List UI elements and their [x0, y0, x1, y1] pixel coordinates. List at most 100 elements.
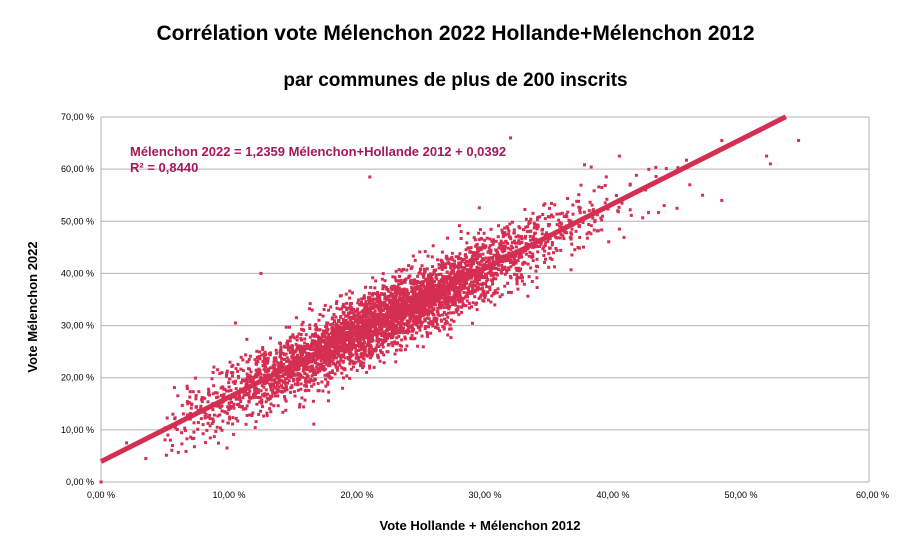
data-point	[347, 348, 351, 352]
data-point	[433, 268, 437, 272]
data-point	[578, 211, 582, 215]
data-point	[327, 308, 331, 312]
data-point	[475, 282, 479, 286]
data-point	[431, 301, 435, 305]
data-point	[309, 378, 313, 381]
data-point	[333, 372, 337, 376]
data-point	[298, 350, 302, 354]
data-point	[521, 262, 525, 266]
data-point	[368, 352, 372, 356]
data-point	[389, 291, 393, 295]
data-point	[458, 295, 462, 299]
data-point	[342, 376, 345, 380]
data-point	[444, 262, 448, 266]
data-point	[341, 360, 345, 364]
data-point	[270, 382, 274, 386]
data-point	[349, 347, 353, 351]
data-point	[376, 291, 380, 294]
data-point	[226, 421, 230, 425]
data-point	[568, 220, 572, 224]
data-point	[305, 373, 309, 377]
data-point	[337, 347, 341, 351]
data-point	[524, 217, 528, 221]
data-point	[433, 300, 437, 303]
data-point	[256, 356, 260, 360]
data-point	[288, 362, 292, 366]
data-point	[492, 291, 496, 295]
data-point	[300, 338, 303, 342]
data-point	[398, 320, 402, 324]
data-point	[499, 242, 503, 246]
data-point	[464, 286, 468, 290]
data-point	[382, 321, 386, 325]
data-point	[503, 265, 507, 269]
data-point	[500, 228, 504, 232]
data-point	[380, 338, 384, 342]
data-point	[437, 302, 441, 306]
data-point	[352, 317, 356, 321]
data-point	[257, 396, 260, 400]
data-point	[377, 314, 381, 318]
data-point	[418, 328, 422, 332]
data-point	[271, 391, 275, 395]
data-point	[227, 401, 231, 405]
data-point	[269, 366, 273, 370]
data-point	[221, 419, 225, 423]
data-point	[363, 333, 367, 337]
data-point	[292, 379, 295, 383]
data-point	[336, 366, 339, 370]
outlier-point	[701, 193, 705, 197]
data-point	[438, 285, 442, 289]
y-tick-label: 30,00 %	[61, 321, 94, 331]
data-point	[490, 294, 494, 298]
data-point	[236, 419, 240, 423]
data-point	[263, 392, 267, 396]
data-point	[284, 352, 288, 356]
data-point	[307, 388, 311, 392]
data-point	[280, 384, 283, 388]
data-point	[393, 303, 397, 307]
data-point	[350, 302, 353, 305]
data-point	[304, 388, 308, 392]
data-point	[319, 367, 323, 371]
data-point	[225, 371, 229, 375]
data-point	[348, 342, 352, 346]
data-point	[451, 303, 454, 307]
data-point	[308, 344, 312, 348]
data-point	[346, 311, 350, 315]
data-point	[514, 245, 518, 249]
data-point	[385, 311, 389, 315]
data-point	[348, 296, 352, 300]
data-point	[475, 308, 479, 312]
data-point	[234, 387, 238, 391]
data-point	[207, 390, 211, 393]
data-point	[303, 350, 307, 354]
data-point	[353, 309, 357, 313]
data-point	[432, 280, 436, 284]
data-point	[509, 265, 513, 269]
data-point	[352, 308, 356, 311]
data-point	[446, 333, 450, 337]
data-point	[423, 302, 427, 306]
data-point	[427, 276, 431, 280]
data-point	[185, 384, 189, 388]
data-point	[212, 413, 216, 417]
data-point	[194, 394, 198, 398]
data-point	[284, 382, 288, 386]
data-point	[339, 358, 343, 362]
data-point	[454, 308, 458, 312]
data-point	[486, 298, 490, 302]
data-point	[219, 386, 223, 390]
data-point	[343, 341, 347, 345]
data-point	[535, 257, 539, 261]
data-point	[442, 291, 446, 295]
data-point	[330, 369, 334, 373]
data-point	[488, 244, 492, 248]
data-point	[395, 279, 399, 283]
data-point	[442, 282, 446, 286]
data-point	[367, 298, 371, 302]
data-point	[533, 245, 537, 249]
data-point	[290, 384, 294, 388]
data-point	[247, 357, 251, 361]
data-point	[368, 330, 372, 334]
